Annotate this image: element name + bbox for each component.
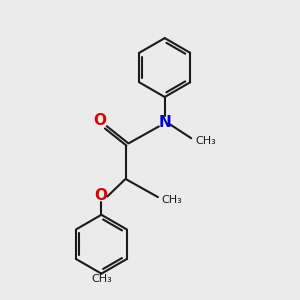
Text: O: O — [93, 113, 106, 128]
Text: CH₃: CH₃ — [196, 136, 216, 146]
Text: CH₃: CH₃ — [162, 195, 182, 205]
Text: N: N — [158, 115, 171, 130]
Text: CH₃: CH₃ — [91, 274, 112, 284]
Text: O: O — [94, 188, 107, 202]
